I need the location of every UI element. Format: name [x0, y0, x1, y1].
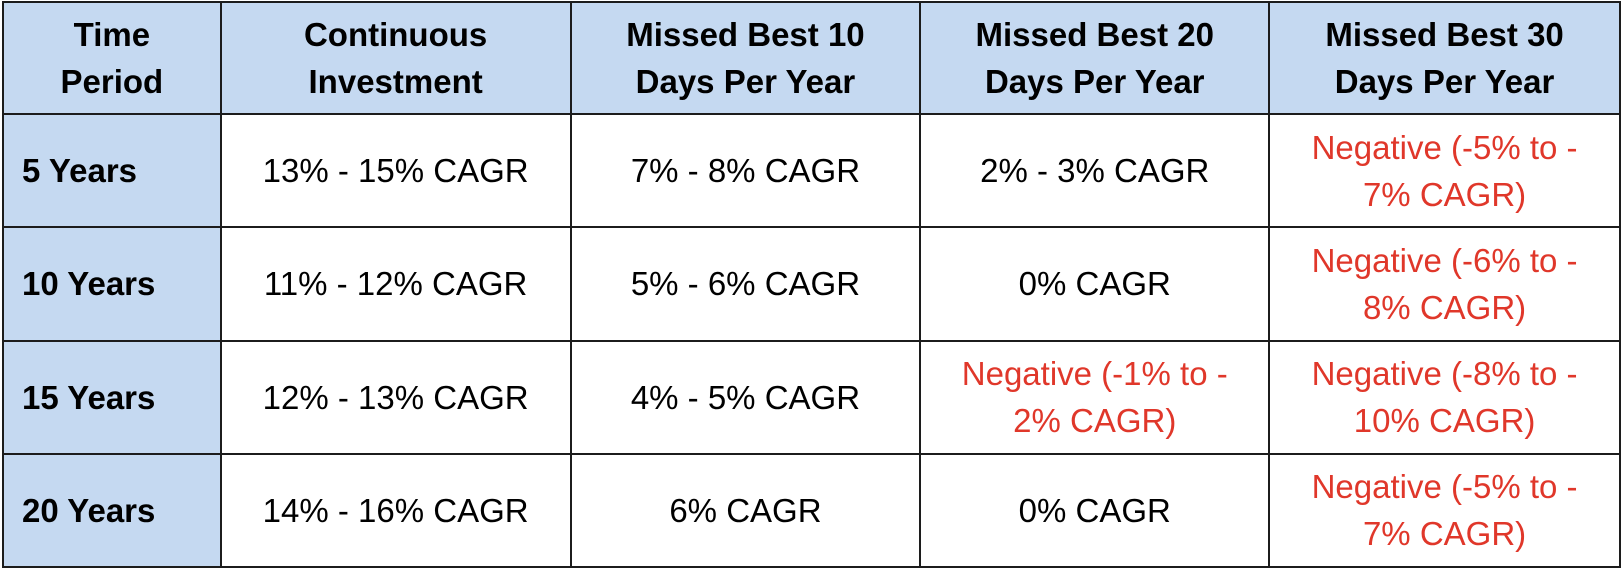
cell-line: 8% CAGR) [1362, 288, 1527, 326]
header-line: Period [60, 63, 164, 100]
period-cell: 15 Years [2, 339, 222, 455]
header-row: Time Period Continuous Investment Missed… [2, 1, 1621, 115]
cell-line: 10% CAGR) [1353, 402, 1536, 440]
header-line: Missed Best 20 [975, 16, 1214, 53]
missed10-cell: 6% CAGR [569, 452, 922, 569]
missed30-cell: Negative (-5% to - 7% CAGR) [1268, 452, 1621, 569]
header-line: Investment [308, 63, 483, 100]
missed20-cell: 0% CAGR [919, 226, 1271, 342]
missed10-cell: 4% - 5% CAGR [569, 339, 922, 455]
period-cell: 5 Years [2, 112, 222, 229]
missed10-cell: 7% - 8% CAGR [569, 112, 922, 229]
table-header: Time Period Continuous Investment Missed… [2, 1, 1621, 115]
cell-line: 4% - 5% CAGR [630, 378, 861, 416]
cell-line: 2% CAGR) [1013, 402, 1177, 440]
missed30-cell: Negative (-5% to - 7% CAGR) [1268, 112, 1621, 229]
cell-line: 7% - 8% CAGR [630, 152, 861, 190]
header-line: Missed Best 10 [626, 16, 865, 53]
table-row: 10 Years 11% - 12% CAGR 5% - 6% CAGR 0% … [2, 226, 1621, 342]
header-line: Days Per Year [635, 63, 856, 100]
continuous-cell: 11% - 12% CAGR [219, 226, 572, 342]
missed30-cell: Negative (-6% to - 8% CAGR) [1268, 226, 1621, 342]
cell-line: Negative (-5% to - [1311, 468, 1578, 506]
missed20-cell: Negative (-1% to - 2% CAGR) [919, 339, 1271, 455]
header-missed-best-30: Missed Best 30 Days Per Year [1268, 1, 1621, 115]
header-missed-best-20: Missed Best 20 Days Per Year [919, 1, 1271, 115]
period-cell: 10 Years [2, 226, 222, 342]
missed10-cell: 5% - 6% CAGR [569, 226, 922, 342]
cell-line: Negative (-5% to - [1311, 128, 1578, 166]
cell-line: 7% CAGR) [1362, 175, 1527, 213]
cell-line: 7% CAGR) [1362, 515, 1527, 553]
header-line: Time [73, 16, 151, 53]
header-time-period: Time Period [2, 1, 222, 115]
missed30-cell: Negative (-8% to - 10% CAGR) [1268, 339, 1621, 455]
header-line: Days Per Year [984, 63, 1205, 100]
cell-line: Negative (-1% to - [961, 355, 1228, 393]
cell-line: 5% - 6% CAGR [630, 265, 861, 303]
header-line: Days Per Year [1334, 63, 1555, 100]
continuous-cell: 14% - 16% CAGR [219, 452, 572, 569]
missed20-cell: 2% - 3% CAGR [919, 112, 1271, 229]
cell-line: 0% CAGR [1018, 491, 1171, 529]
table-row: 5 Years 13% - 15% CAGR 7% - 8% CAGR 2% -… [2, 112, 1621, 229]
table-body: 5 Years 13% - 15% CAGR 7% - 8% CAGR 2% -… [2, 112, 1621, 569]
cell-line: 6% CAGR [669, 491, 822, 529]
cell-line: Negative (-6% to - [1311, 241, 1578, 279]
period-cell: 20 Years [2, 452, 222, 569]
cell-line: 0% CAGR [1018, 265, 1171, 303]
table-row: 20 Years 14% - 16% CAGR 6% CAGR 0% CAGR … [2, 452, 1621, 569]
table-row: 15 Years 12% - 13% CAGR 4% - 5% CAGR Neg… [2, 339, 1621, 455]
header-line: Continuous [303, 16, 488, 53]
continuous-cell: 12% - 13% CAGR [219, 339, 572, 455]
cell-line: 2% - 3% CAGR [980, 152, 1210, 190]
header-continuous-investment: Continuous Investment [219, 1, 572, 115]
missed20-cell: 0% CAGR [919, 452, 1271, 569]
header-missed-best-10: Missed Best 10 Days Per Year [569, 1, 922, 115]
cell-line: Negative (-8% to - [1311, 355, 1578, 393]
continuous-cell: 13% - 15% CAGR [219, 112, 572, 229]
header-line: Missed Best 30 [1325, 16, 1564, 53]
